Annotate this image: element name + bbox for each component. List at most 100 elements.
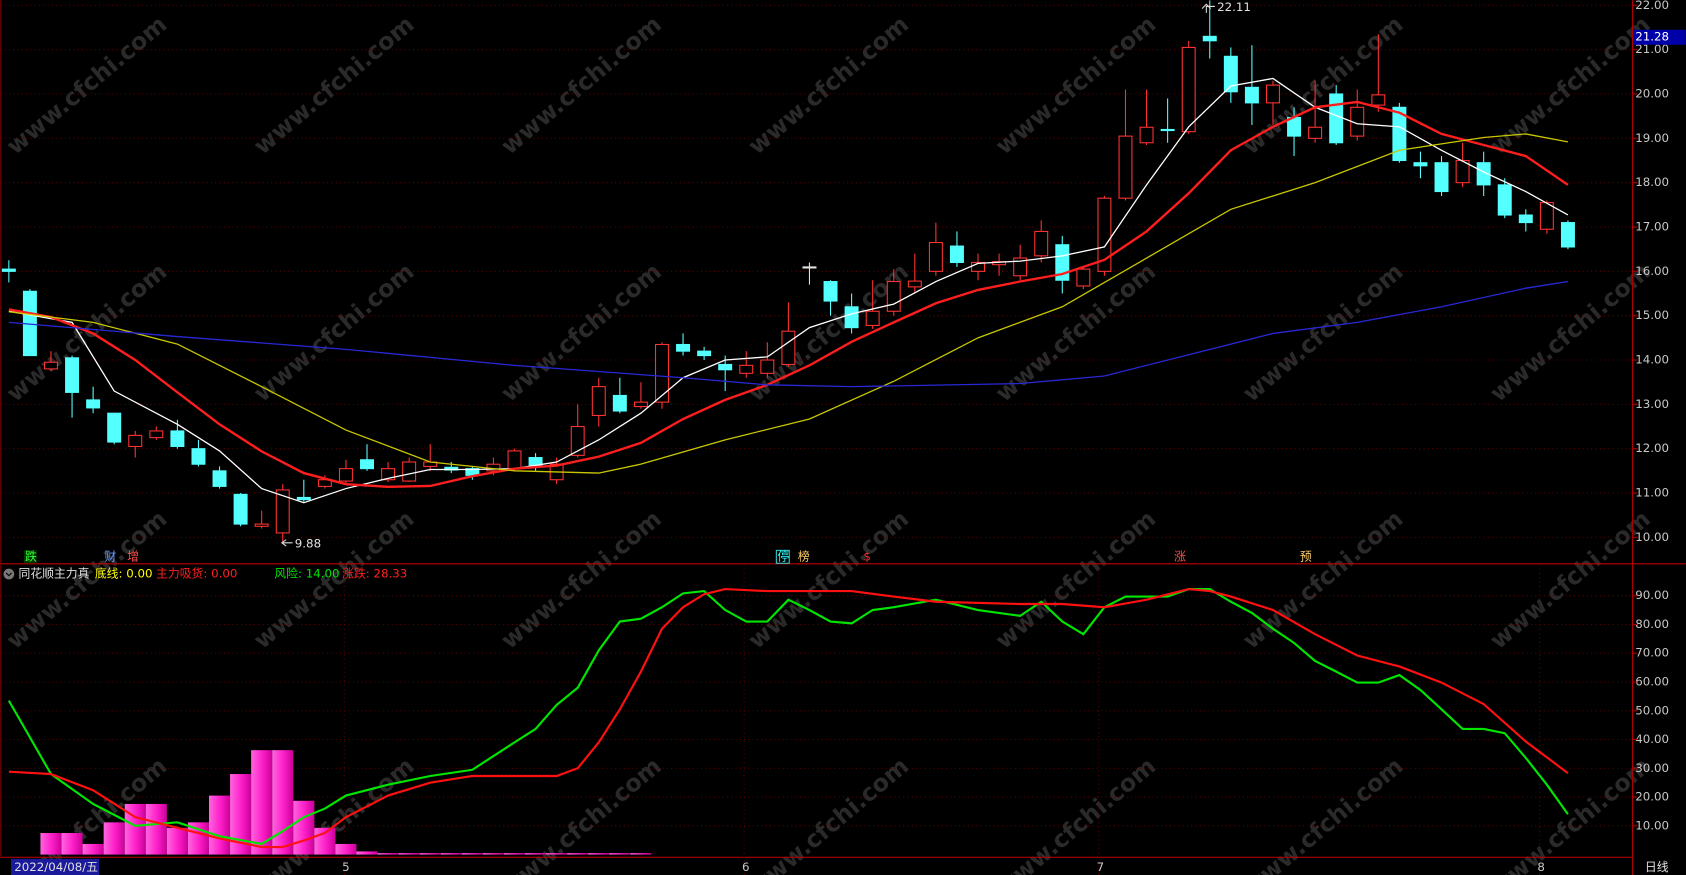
candle-body bbox=[254, 523, 269, 527]
histogram-bar bbox=[145, 803, 167, 855]
candle-body bbox=[191, 448, 206, 465]
y-tick-label: 14.00 bbox=[1635, 353, 1669, 367]
candle-body bbox=[65, 357, 80, 393]
signal-label: 跌 bbox=[25, 549, 37, 563]
candle-body bbox=[170, 430, 185, 448]
histogram-bar bbox=[377, 853, 399, 855]
y-tick-label: 20.00 bbox=[1635, 86, 1669, 100]
candle-body bbox=[971, 261, 985, 272]
y-tick-label: 20.00 bbox=[1635, 790, 1669, 804]
candle-body bbox=[1392, 106, 1407, 162]
y-tick-label: 15.00 bbox=[1635, 308, 1669, 322]
legend-entry: 主力吸货: 0.00 bbox=[156, 567, 237, 581]
histogram-bar bbox=[503, 853, 526, 855]
candle-body bbox=[697, 350, 712, 357]
histogram-bar bbox=[588, 853, 610, 855]
candle-body bbox=[402, 461, 417, 482]
candle-body bbox=[1539, 202, 1554, 230]
candle-body bbox=[1497, 184, 1512, 216]
candle-body bbox=[1413, 162, 1428, 167]
annotation-arrow bbox=[280, 539, 293, 547]
y-tick-label: 16.00 bbox=[1635, 264, 1669, 278]
candle-body bbox=[296, 496, 311, 501]
date-label: 2022/04/08/五 bbox=[14, 860, 98, 874]
candle-body bbox=[844, 306, 859, 329]
month-label: 8 bbox=[1537, 860, 1545, 874]
candle-body bbox=[149, 430, 164, 439]
candle-body bbox=[802, 266, 817, 269]
line bbox=[7, 587, 1569, 846]
histogram-bar bbox=[567, 853, 589, 855]
candle-body bbox=[1118, 135, 1133, 199]
indicator-title: 同花顺主力真 bbox=[19, 567, 90, 581]
y-tick-label: 90.00 bbox=[1635, 588, 1669, 602]
y-tick-label: 50.00 bbox=[1635, 703, 1669, 717]
candle-body bbox=[1560, 222, 1575, 248]
signal-label: 增 bbox=[127, 549, 139, 563]
period-label: 日线 bbox=[1645, 860, 1669, 874]
candle-body bbox=[1434, 162, 1449, 193]
histogram-bar bbox=[546, 853, 568, 855]
y-tick-label: 17.00 bbox=[1635, 220, 1669, 234]
price-tag bbox=[1633, 29, 1686, 45]
line bbox=[8, 133, 1569, 474]
histogram-bar bbox=[356, 851, 378, 855]
candle-body bbox=[86, 399, 101, 409]
candle-body bbox=[739, 364, 754, 374]
candle-body bbox=[233, 493, 248, 525]
candle-body bbox=[275, 489, 290, 534]
candle-body bbox=[1244, 86, 1259, 104]
y-tick-label: 18.00 bbox=[1635, 175, 1669, 189]
y-tick-label: 13.00 bbox=[1635, 397, 1669, 411]
y-tick-label: 21.00 bbox=[1635, 42, 1669, 56]
legend-icon bbox=[3, 568, 15, 580]
y-tick-label: 10.00 bbox=[1635, 530, 1669, 544]
annotation: 9.88 bbox=[295, 536, 321, 550]
candle-body bbox=[1097, 197, 1112, 272]
histogram-bar bbox=[440, 853, 462, 855]
candle-body bbox=[612, 394, 627, 412]
candle-body bbox=[591, 386, 606, 416]
signal-label: $ bbox=[863, 549, 871, 563]
candle-body bbox=[1139, 126, 1154, 144]
candle-body bbox=[338, 468, 353, 482]
candle-body bbox=[1371, 94, 1386, 106]
candle-body bbox=[823, 281, 838, 302]
signal-label: 榜 bbox=[798, 549, 810, 563]
candle-body bbox=[1202, 35, 1217, 42]
y-tick-label: 12.00 bbox=[1635, 441, 1669, 455]
candle-body bbox=[43, 361, 58, 370]
histogram-bar bbox=[103, 822, 125, 855]
candle-body bbox=[1076, 268, 1091, 287]
histogram-bar bbox=[40, 832, 62, 855]
signal-label: 预 bbox=[1300, 549, 1312, 563]
plot-area: 21.28 bbox=[1, 0, 1686, 855]
histogram-bar bbox=[251, 750, 273, 855]
histogram-bar bbox=[525, 853, 547, 855]
candle-body bbox=[781, 330, 796, 365]
y-tick-label: 80.00 bbox=[1635, 617, 1669, 631]
histogram-bar bbox=[166, 827, 188, 855]
histogram-bar bbox=[398, 853, 420, 855]
month-label: 6 bbox=[742, 860, 750, 874]
candle-body bbox=[1308, 126, 1323, 139]
month-label: 7 bbox=[1097, 860, 1105, 874]
candle-body bbox=[360, 459, 375, 470]
candle-body bbox=[128, 434, 143, 448]
legend-icon bbox=[5, 572, 12, 577]
line bbox=[8, 587, 1569, 849]
y-tick-label: 19.00 bbox=[1635, 131, 1669, 145]
candle-body bbox=[1, 268, 16, 272]
legend: 底线: 0.00 主力吸货: 0.00 风险: 14.00 涨跌: 28.33 bbox=[95, 567, 407, 581]
candle-body bbox=[907, 280, 922, 288]
candle-body bbox=[1034, 230, 1049, 257]
signal-label: 财 bbox=[105, 549, 117, 563]
histogram-bar bbox=[61, 832, 83, 855]
annotation: 22.11 bbox=[1217, 0, 1251, 14]
line bbox=[8, 100, 1569, 489]
histogram-bar bbox=[630, 853, 652, 855]
histogram-bar bbox=[272, 750, 294, 855]
histogram-bar bbox=[230, 774, 252, 855]
